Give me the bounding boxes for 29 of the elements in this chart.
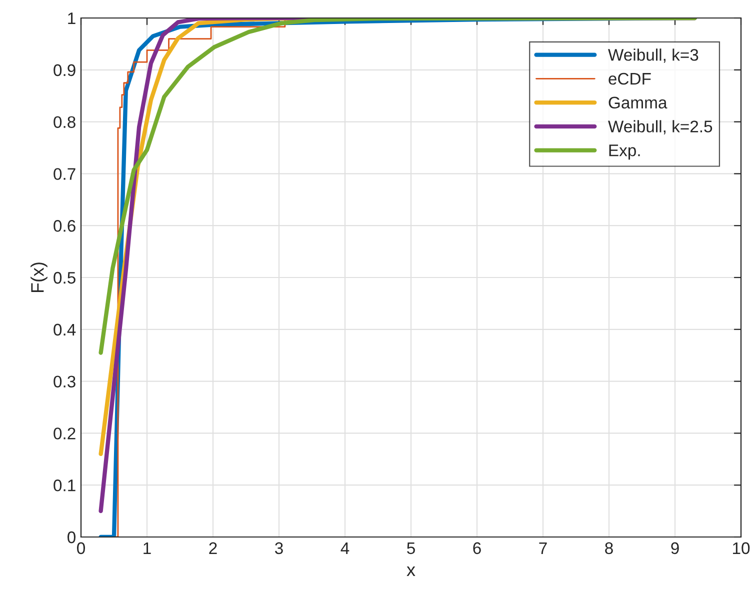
x-tick-label: 8 bbox=[605, 542, 613, 554]
x-axis-title: x bbox=[406, 566, 416, 576]
legend-label: Weibull, k=3 bbox=[608, 48, 698, 63]
x-tick-label: 9 bbox=[671, 542, 679, 554]
y-tick-label: 0.4 bbox=[54, 324, 76, 336]
legend-label: Gamma bbox=[608, 96, 668, 109]
y-tick-label: 0.2 bbox=[54, 428, 76, 440]
x-tick-label: 1 bbox=[144, 542, 151, 554]
x-tick-label: 2 bbox=[209, 542, 217, 554]
y-tick-label: 0.9 bbox=[54, 64, 76, 76]
legend-label: Exp. bbox=[609, 144, 640, 160]
y-tick-label: 0.5 bbox=[54, 272, 76, 284]
y-tick-label: 0.8 bbox=[54, 116, 76, 128]
y-tick-label: 1 bbox=[68, 12, 76, 24]
x-tick-label: 0 bbox=[77, 542, 85, 554]
y-tick-label: 0.3 bbox=[54, 376, 76, 388]
y-tick-label: 0.1 bbox=[54, 480, 76, 492]
x-tick-label: 7 bbox=[539, 542, 547, 554]
x-tick-label: 10 bbox=[733, 542, 750, 554]
x-tick-label: 5 bbox=[407, 542, 415, 554]
x-tick-label: 6 bbox=[473, 542, 481, 554]
x-tick-label: 4 bbox=[340, 542, 350, 554]
y-tick-label: 0 bbox=[68, 531, 76, 544]
x-tick-label: 3 bbox=[275, 542, 283, 554]
y-tick-label: 0.7 bbox=[54, 168, 76, 180]
y-tick-label: 0.6 bbox=[54, 220, 76, 232]
legend-label: eCDF bbox=[608, 72, 651, 85]
legend-label: Weibull, k=2.5 bbox=[608, 120, 712, 134]
y-axis-title: F(x) bbox=[30, 262, 48, 292]
